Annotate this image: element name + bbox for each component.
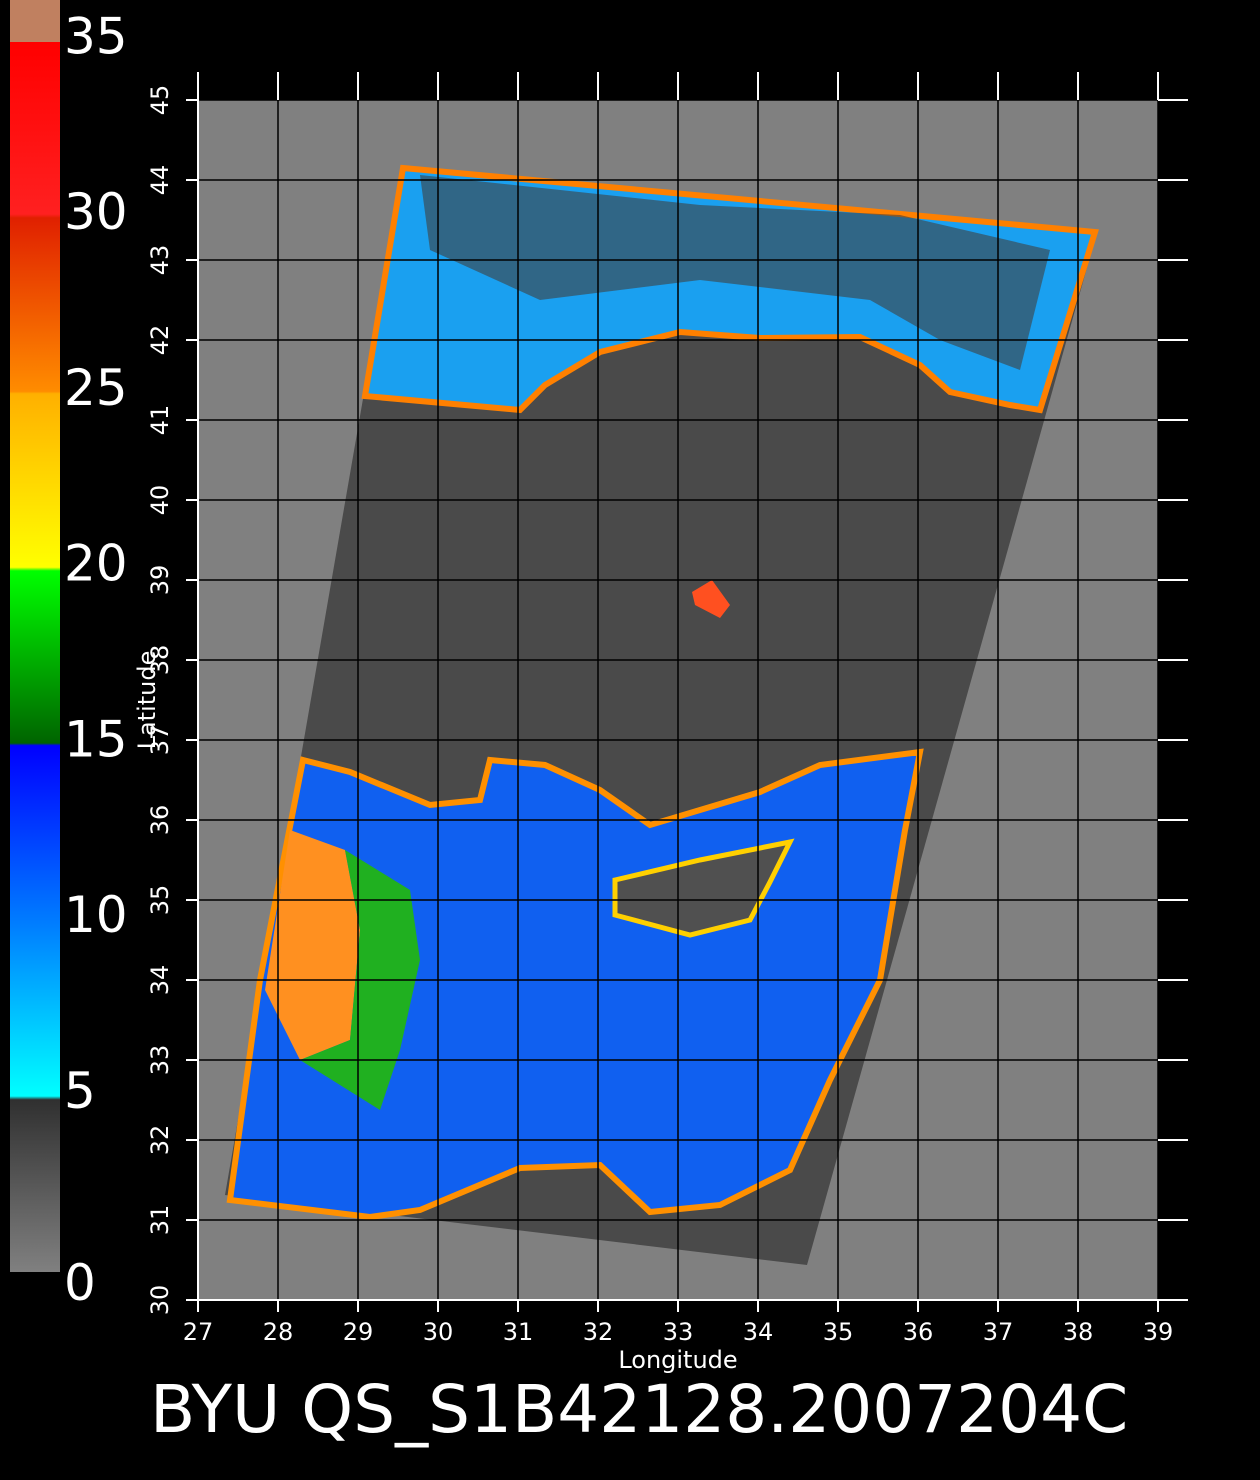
colorbar-label: 20 (64, 535, 128, 593)
y-tick-label: 37 (146, 725, 174, 756)
x-tick-label: 34 (743, 1318, 774, 1346)
y-tick-label: 44 (146, 165, 174, 196)
y-tick-label: 31 (146, 1205, 174, 1236)
colorbar-label: 15 (64, 710, 128, 768)
colorbar-label: 10 (64, 886, 128, 944)
colorbar-label: 35 (64, 8, 128, 66)
x-tick-label: 30 (423, 1318, 454, 1346)
y-tick-label: 45 (146, 85, 174, 116)
y-tick-label: 33 (146, 1045, 174, 1076)
y-tick-label: 42 (146, 325, 174, 356)
colorbar-label: 0 (64, 1254, 96, 1312)
colorbar-label: 30 (64, 183, 128, 241)
x-tick-label: 29 (343, 1318, 374, 1346)
x-axis-label: Longitude (618, 1346, 737, 1374)
x-tick-label: 28 (263, 1318, 294, 1346)
y-tick-label: 43 (146, 245, 174, 276)
axes: 27 28 29 30 31 32 33 34 35 36 37 38 39 30 31 32 33 34 35 36… (146, 72, 1188, 1346)
x-tick-label: 33 (663, 1318, 694, 1346)
low-wind-region (420, 175, 1050, 370)
map-area (198, 100, 1158, 1300)
y-tick-label: 30 (146, 1285, 174, 1316)
y-tick-label: 40 (146, 485, 174, 516)
y-tick-label: 38 (146, 645, 174, 676)
x-tick-label: 27 (183, 1318, 214, 1346)
x-tick-label: 31 (503, 1318, 534, 1346)
x-tick-label: 39 (1143, 1318, 1174, 1346)
grid (198, 100, 1158, 1300)
x-tick-label: 32 (583, 1318, 614, 1346)
y-tick-label: 36 (146, 805, 174, 836)
y-axis-label: Latitude (133, 651, 161, 750)
y-tick-label: 34 (146, 965, 174, 996)
cyprus (612, 838, 795, 938)
colorbar-label: 5 (64, 1062, 96, 1120)
y-tick-label: 35 (146, 885, 174, 916)
aegean-high-wind (265, 830, 360, 1060)
x-tick-label: 35 (823, 1318, 854, 1346)
y-tick-label: 32 (146, 1125, 174, 1156)
x-tick-label: 37 (983, 1318, 1014, 1346)
x-tick-label: 36 (903, 1318, 934, 1346)
hot-spot (692, 580, 730, 618)
caption: BYU QS_S1B42128.2007204C (150, 1371, 1128, 1448)
y-tick-label: 41 (146, 405, 174, 436)
colorbar-overflow (10, 0, 60, 42)
y-tick-label: 39 (146, 565, 174, 596)
x-tick-label: 38 (1063, 1318, 1094, 1346)
colorbar (10, 42, 60, 1272)
colorbar-label: 25 (64, 359, 128, 417)
